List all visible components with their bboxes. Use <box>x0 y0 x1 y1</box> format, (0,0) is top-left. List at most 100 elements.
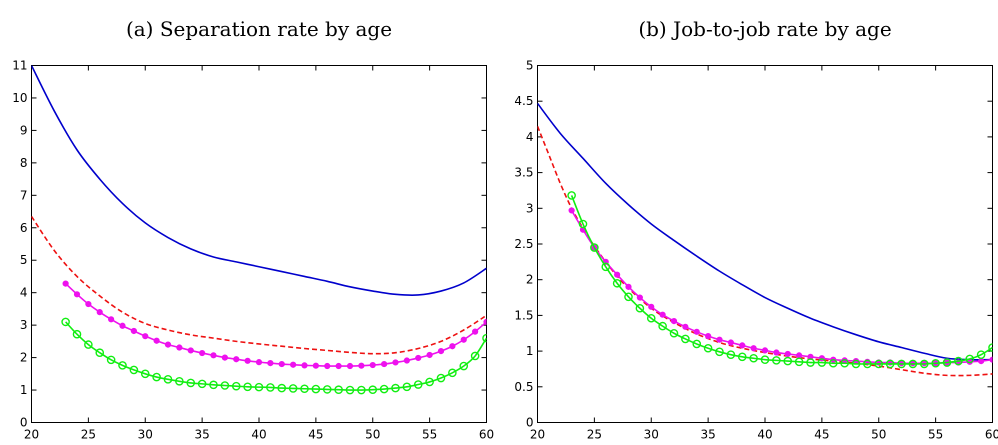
data-point <box>578 219 588 229</box>
series-line <box>65 321 487 391</box>
data-point <box>749 353 758 363</box>
data-point <box>72 329 82 339</box>
data-point <box>221 354 228 361</box>
data-point <box>61 317 70 327</box>
data-point <box>129 365 139 375</box>
data-point <box>277 383 287 393</box>
series-line <box>570 210 993 365</box>
y-tick-label: 11 <box>12 59 27 73</box>
data-point <box>391 383 400 393</box>
data-point <box>954 356 963 366</box>
y-tick-label: 1.5 <box>514 308 533 322</box>
y-tick-label: 7 <box>20 188 28 202</box>
data-point <box>345 385 355 395</box>
data-point <box>772 356 781 365</box>
data-point <box>965 354 975 364</box>
data-point <box>942 358 952 367</box>
y-tick-label: 3 <box>526 201 534 215</box>
series-3 <box>567 191 993 369</box>
data-point <box>243 382 252 392</box>
data-point <box>436 373 446 383</box>
data-point <box>988 343 993 352</box>
data-point <box>402 382 412 392</box>
data-point <box>220 381 230 390</box>
data-point <box>84 340 93 349</box>
data-point <box>693 328 700 335</box>
data-point <box>448 368 457 378</box>
y-tick-label: 1 <box>526 344 534 358</box>
y-tick-label: 9 <box>20 123 28 137</box>
data-point <box>312 362 319 369</box>
x-tick-label: 25 <box>81 428 96 442</box>
plot-area <box>537 65 993 423</box>
y-tick-label: 8 <box>20 156 28 170</box>
data-point <box>231 381 241 391</box>
y-tick-label: 4 <box>526 130 534 144</box>
data-point <box>806 358 815 367</box>
data-point <box>358 362 365 369</box>
series-line <box>31 65 487 296</box>
data-point <box>716 336 723 343</box>
data-point <box>368 385 378 395</box>
data-point <box>978 357 985 365</box>
data-point <box>472 328 479 335</box>
data-point <box>106 355 116 365</box>
data-point <box>108 316 115 323</box>
panel-separation-rate: (a) Separation rate by age 20 25 30 35 40 45 5… <box>12 17 494 442</box>
data-point <box>379 384 389 394</box>
x-tick-label: 25 <box>587 428 602 442</box>
data-point <box>794 357 804 367</box>
data-point <box>681 334 690 344</box>
data-point <box>96 309 103 316</box>
plot-area <box>31 65 487 423</box>
data-point <box>300 384 309 394</box>
data-point <box>301 362 308 369</box>
series-line <box>65 283 487 367</box>
data-point <box>783 356 793 366</box>
series-2 <box>568 207 993 367</box>
data-point <box>425 377 434 387</box>
data-point <box>646 313 656 323</box>
data-point <box>322 385 332 394</box>
data-point <box>739 342 746 349</box>
data-point <box>288 384 298 393</box>
x-tick-label: 40 <box>251 428 266 442</box>
series-line <box>570 195 993 365</box>
x-tick-label: 60 <box>479 428 494 442</box>
series-1 <box>537 125 993 377</box>
data-point <box>357 385 366 395</box>
data-point <box>726 350 736 359</box>
data-point <box>369 361 376 369</box>
series-line <box>31 215 487 355</box>
data-point <box>392 359 399 366</box>
data-point <box>255 359 263 366</box>
data-point <box>715 347 724 357</box>
data-point <box>244 357 251 364</box>
data-point <box>437 348 445 355</box>
data-point <box>266 383 275 392</box>
data-point <box>197 379 207 389</box>
y-tick-label: 2 <box>526 273 534 287</box>
series-0 <box>537 102 993 361</box>
x-tick-label: 35 <box>700 428 715 442</box>
data-point <box>153 337 160 344</box>
data-point <box>119 322 126 329</box>
data-point <box>95 348 105 358</box>
y-tick-label: 1 <box>20 383 28 397</box>
y-tick-label: 3 <box>20 318 28 332</box>
y-tick-label: 5 <box>526 59 534 73</box>
x-tick-label: 30 <box>644 428 659 442</box>
series-0 <box>31 65 487 296</box>
data-point <box>989 356 993 363</box>
series-line <box>537 125 993 377</box>
data-point <box>311 384 321 394</box>
data-point <box>840 358 849 368</box>
data-point <box>85 300 92 308</box>
x-tick-label: 55 <box>422 428 437 442</box>
y-tick-label: 5 <box>20 253 28 267</box>
data-point <box>670 318 678 325</box>
data-point <box>459 361 469 371</box>
data-point <box>140 369 150 379</box>
data-point <box>142 333 149 340</box>
